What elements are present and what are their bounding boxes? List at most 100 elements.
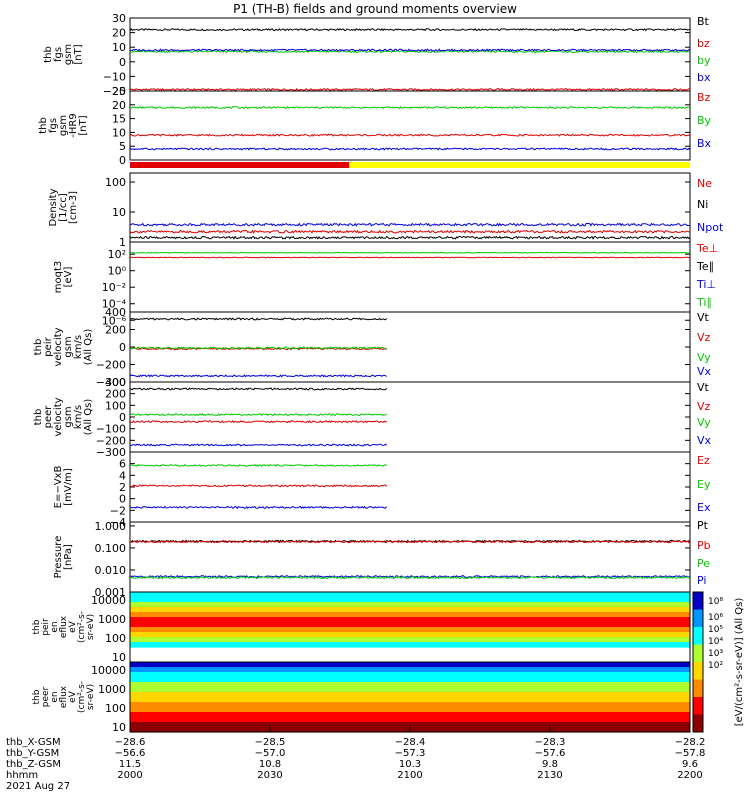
series-line-density-Ne [129,229,690,234]
ylabel-line: [nPa] [63,544,74,570]
ylabel-line: eflux [59,685,69,708]
ephemeris-value: 9.6 [682,759,698,770]
ephemeris-value: 9.8 [542,759,558,770]
ytick-label: 100 [105,399,126,412]
legend-label: Te⊥ [696,242,718,255]
ytick-label: −4 [110,516,126,529]
ytick-label: 5 [119,140,126,153]
ytick-label: 20 [112,27,126,40]
ylabel-line: en [50,691,60,702]
ephemeris-value: −28.3 [535,737,566,748]
ylabel-line: eflux [59,615,69,638]
ylabel-line: thb [33,339,44,356]
ephemeris-row-label: thb_X-GSM [6,737,61,748]
legend-label: Pb [697,539,711,552]
legend-label: Pt [697,519,709,532]
series-line-peir-vel-Vx [129,374,387,378]
ytick-label: 100 [105,176,126,189]
date-label: 2021 Aug 27 [6,781,70,792]
ylabel-line: gsm [63,336,74,357]
ylabel-line: gsm [63,406,74,427]
ytick-label: 10 [112,651,126,664]
ephemeris-value: 10.3 [399,759,421,770]
series-line-fgs-dsl-Bz [129,133,691,137]
series-line-fgs-bx [129,48,691,52]
ytick-label: 10 [112,721,126,734]
ytick-label: −400 [96,376,126,389]
mode-bar-red [130,162,350,168]
colorbar-tick: 10² [708,661,723,671]
ylabel-line: gsm [58,115,69,136]
spectrogram-cell [130,627,690,633]
ylabel-line: [eV] [63,267,74,288]
spectrogram-cell [130,667,690,673]
legend-label: Ti⊥ [696,278,716,291]
legend-label: Bt [697,15,710,28]
ytick-label: 10 [112,126,126,139]
colorbar-tick: 10⁸ [708,597,723,607]
ytick-label: 0 [119,154,126,167]
legend-label: Vx [697,365,712,378]
spectrogram-cell [130,662,690,668]
spectrogram-cell [130,687,690,693]
ytick-label: 1 [119,236,126,249]
ytick-label: 300 [105,376,126,389]
colorbar-tick: 10⁴ [708,637,723,647]
legend-label: Vt [697,311,710,324]
series-line-efield-Ez [129,484,388,488]
ephemeris-value: −56.6 [115,748,146,759]
ytick-label: 200 [105,388,126,401]
spectrogram-cell [130,637,690,643]
series-line-pressure-Pb [129,540,691,544]
ytick-label: 4 [119,469,126,482]
legend-label: Vy [697,351,711,364]
ytick-label: 25 [112,85,126,98]
ylabel-line: thb [43,46,54,63]
legend-label: Bx [697,137,712,150]
ytick-label: 30 [112,12,126,25]
colorbar-cell [693,714,703,733]
panel-frame-fgs-dsl [129,90,691,161]
ylabel-line: velocity [53,327,64,366]
panel-frame-efield [129,451,691,523]
ylabel-line: [mV/m] [63,468,74,506]
series-line-peir-vel-Vt [129,317,388,321]
mode-bar-yellow [349,162,690,168]
legend-label: Ex [697,501,711,514]
ylabel-line: E=−VxB [53,466,64,509]
ylabel-line: gsm [63,44,74,65]
ephemeris-value: −57.8 [675,748,706,759]
legend-label: Vy [697,416,711,429]
series-line-pressure-Pi [129,574,691,579]
legend-label: bx [697,71,711,84]
colorbar-tick: 10⁵ [708,625,723,635]
spectrogram-cell [130,702,690,708]
colorbar-cell [693,627,703,645]
ytick-label: 0.100 [95,542,127,555]
ylabel-line: -HR9 [68,113,79,137]
series-line-density-Npot [130,222,691,227]
spectrogram-cell [130,677,690,683]
ytick-label: 10 [112,41,126,54]
ytick-label: 0.010 [95,564,127,577]
ytick-label: 0 [119,56,126,69]
ylabel-line: Density [48,188,59,226]
spectrogram-cell [130,707,690,713]
colorbar-cell [693,697,703,715]
ytick-label: 1.000 [95,520,127,533]
colorbar-tick: 10³ [708,649,723,659]
spectrogram-cell [130,592,690,598]
ytick-label: 10000 [91,664,126,677]
ytick-label: 6 [119,458,126,471]
ytick-label: 1000 [98,683,126,696]
ylabel-line: (cm²-s- [77,681,87,713]
legend-label: Vx [697,434,712,447]
ytick-label: 10⁻² [102,281,126,294]
ytick-label: 0 [119,493,126,506]
ytick-label: −200 [96,359,126,372]
spectrogram-cell [130,722,690,728]
legend-label: By [697,114,712,127]
spectrogram-cell [130,697,690,703]
ytick-label: 1000 [98,613,126,626]
ylabel-line: thb [33,409,44,426]
